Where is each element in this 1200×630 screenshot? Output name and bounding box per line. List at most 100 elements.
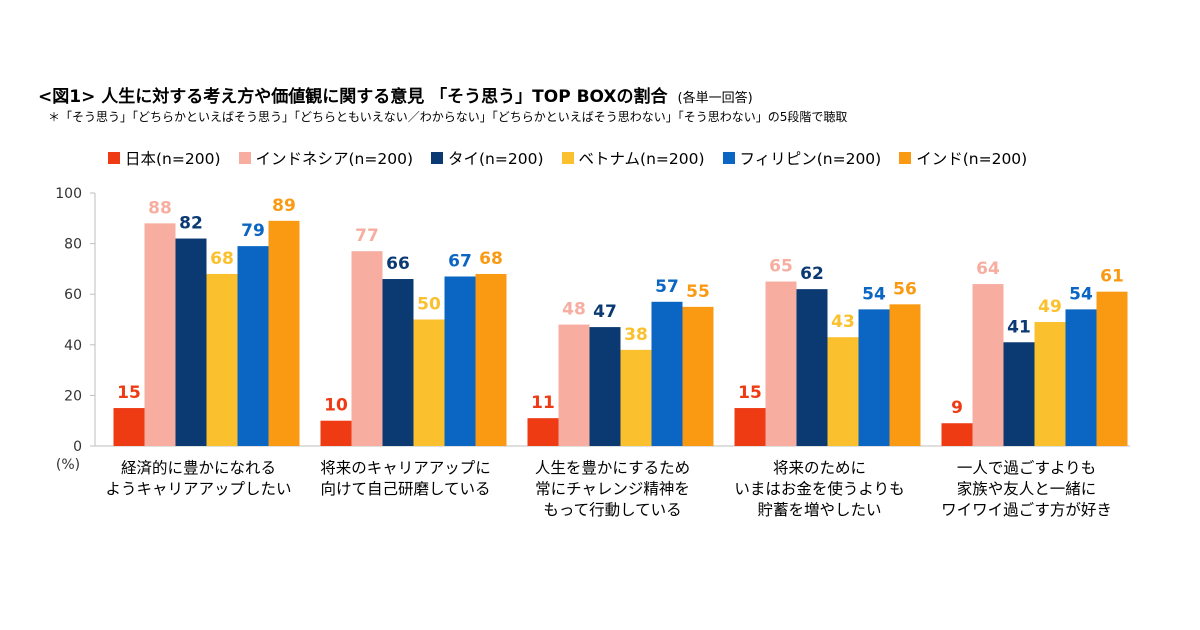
bar-0-3 bbox=[206, 273, 238, 446]
category-label-line: 将来のキャリアアップに bbox=[320, 459, 491, 477]
legend: 日本(n=200) インドネシア(n=200) タイ(n=200) ベトナム(n=20… bbox=[108, 147, 1027, 169]
bar-1-5 bbox=[475, 273, 507, 446]
data-label: 54 bbox=[1069, 284, 1093, 304]
category-label-line: 人生を豊かにするため bbox=[534, 459, 691, 477]
category-label: 経済的に豊かになれる ようキャリアアップしたい bbox=[99, 458, 299, 500]
bar-0-0 bbox=[113, 408, 145, 446]
category-label: 将来のキャリアアップに 向けて自己研磨している bbox=[306, 458, 506, 500]
category-label-line: いまはお金を使うよりも bbox=[734, 480, 905, 498]
category-label-line: 向けて自己研磨している bbox=[320, 480, 491, 498]
legend-swatch bbox=[899, 152, 912, 164]
bar-4-0 bbox=[941, 423, 973, 446]
y-axis-label: (%) bbox=[56, 457, 80, 473]
data-label: 55 bbox=[686, 282, 710, 302]
data-label: 50 bbox=[417, 295, 441, 315]
category-label: 人生を豊かにするため 常にチャレンジ精神を もって行動している bbox=[513, 458, 713, 521]
data-label: 11 bbox=[531, 393, 555, 413]
bar-3-0 bbox=[734, 408, 766, 446]
bar-1-2 bbox=[382, 279, 414, 446]
legend-item: インドネシア(n=200) bbox=[238, 147, 414, 169]
bar-0-5 bbox=[268, 220, 300, 446]
bar-2-0 bbox=[527, 418, 559, 446]
category-label-line: 一人で過ごすよりも bbox=[956, 459, 1097, 477]
data-label: 57 bbox=[655, 277, 679, 297]
legend-label: インドネシア(n=200) bbox=[255, 150, 414, 168]
data-label: 68 bbox=[210, 249, 234, 269]
data-label: 38 bbox=[624, 325, 648, 345]
category-label-line: 常にチャレンジ精神を bbox=[535, 480, 690, 498]
bar-1-0 bbox=[320, 420, 352, 446]
legend-swatch bbox=[722, 152, 735, 164]
bar-2-4 bbox=[651, 301, 683, 446]
legend-swatch bbox=[561, 152, 574, 164]
data-label: 9 bbox=[951, 398, 963, 418]
data-label: 79 bbox=[241, 221, 265, 241]
legend-label: ベトナム(n=200) bbox=[578, 150, 705, 168]
data-label: 54 bbox=[862, 284, 886, 304]
chart-title-paren: (各単一回答) bbox=[677, 91, 753, 106]
data-label: 62 bbox=[800, 264, 824, 284]
bar-2-2 bbox=[589, 327, 621, 446]
category-label: 一人で過ごすよりも 家族や友人と一緒に ワイワイ過ごす方が好き bbox=[927, 458, 1127, 521]
category-label-line: ワイワイ過ごす方が好き bbox=[941, 501, 1112, 519]
data-label: 66 bbox=[386, 254, 410, 274]
legend-item: ベトナム(n=200) bbox=[561, 147, 705, 169]
category-label-line: 将来のために bbox=[772, 459, 866, 477]
bar-3-5 bbox=[889, 304, 921, 446]
legend-label: タイ(n=200) bbox=[448, 150, 544, 168]
legend-label: 日本(n=200) bbox=[125, 150, 221, 168]
bar-0-1 bbox=[144, 223, 176, 446]
bar-2-5 bbox=[682, 306, 714, 446]
data-label: 41 bbox=[1007, 317, 1031, 337]
legend-label: フィリピン(n=200) bbox=[739, 150, 882, 168]
data-label: 47 bbox=[593, 302, 617, 322]
data-label: 10 bbox=[324, 396, 348, 416]
y-tick-label: 40 bbox=[64, 338, 82, 354]
legend-item: タイ(n=200) bbox=[431, 147, 544, 169]
y-tick-label: 100 bbox=[55, 186, 82, 202]
data-label: 88 bbox=[148, 198, 172, 218]
y-tick-label: 0 bbox=[73, 439, 82, 455]
data-label: 67 bbox=[448, 251, 472, 271]
category-label-line: ようキャリアアップしたい bbox=[105, 480, 292, 498]
legend-label: インド(n=200) bbox=[916, 150, 1028, 168]
bar-3-3 bbox=[827, 337, 859, 446]
bar-0-2 bbox=[175, 238, 207, 446]
legend-item: 日本(n=200) bbox=[108, 147, 221, 169]
y-tick-label: 20 bbox=[64, 388, 82, 404]
data-label: 68 bbox=[479, 249, 503, 269]
data-label: 56 bbox=[893, 279, 917, 299]
bar-1-4 bbox=[444, 276, 476, 446]
data-label: 49 bbox=[1038, 297, 1062, 317]
y-tick-label: 60 bbox=[64, 287, 82, 303]
data-label: 64 bbox=[976, 259, 1000, 279]
legend-item: フィリピン(n=200) bbox=[722, 147, 882, 169]
bar-2-1 bbox=[558, 324, 590, 446]
data-label: 77 bbox=[355, 226, 379, 246]
data-label: 61 bbox=[1100, 267, 1124, 287]
bar-1-1 bbox=[351, 251, 383, 446]
category-label-line: もって行動している bbox=[543, 501, 682, 519]
y-tick-label: 80 bbox=[64, 237, 82, 253]
bar-1-3 bbox=[413, 319, 445, 446]
bar-4-5 bbox=[1096, 291, 1128, 446]
chart-title-text: <図1> 人生に対する考え方や価値観に関する意見 「そう思う」TOP BOXの割… bbox=[38, 87, 668, 107]
data-label: 89 bbox=[272, 196, 296, 216]
bar-4-1 bbox=[972, 284, 1004, 446]
legend-swatch bbox=[108, 152, 120, 164]
bar-4-3 bbox=[1034, 322, 1066, 446]
bar-3-1 bbox=[765, 281, 797, 446]
bar-4-2 bbox=[1003, 342, 1035, 446]
data-label: 43 bbox=[831, 312, 855, 332]
category-label-line: 貯蓄を増やしたい bbox=[757, 501, 882, 519]
bar-3-2 bbox=[796, 289, 828, 446]
data-label: 82 bbox=[179, 214, 203, 234]
bar-0-4 bbox=[237, 246, 269, 446]
chart-note: ＊「そう思う」「どちらかといえばそう思う」「どちらともいえない／わからない」「ど… bbox=[48, 110, 848, 124]
data-label: 48 bbox=[562, 300, 586, 320]
bar-4-4 bbox=[1065, 309, 1097, 446]
data-label: 65 bbox=[769, 257, 793, 277]
legend-swatch bbox=[238, 152, 251, 164]
legend-item: インド(n=200) bbox=[899, 147, 1027, 169]
